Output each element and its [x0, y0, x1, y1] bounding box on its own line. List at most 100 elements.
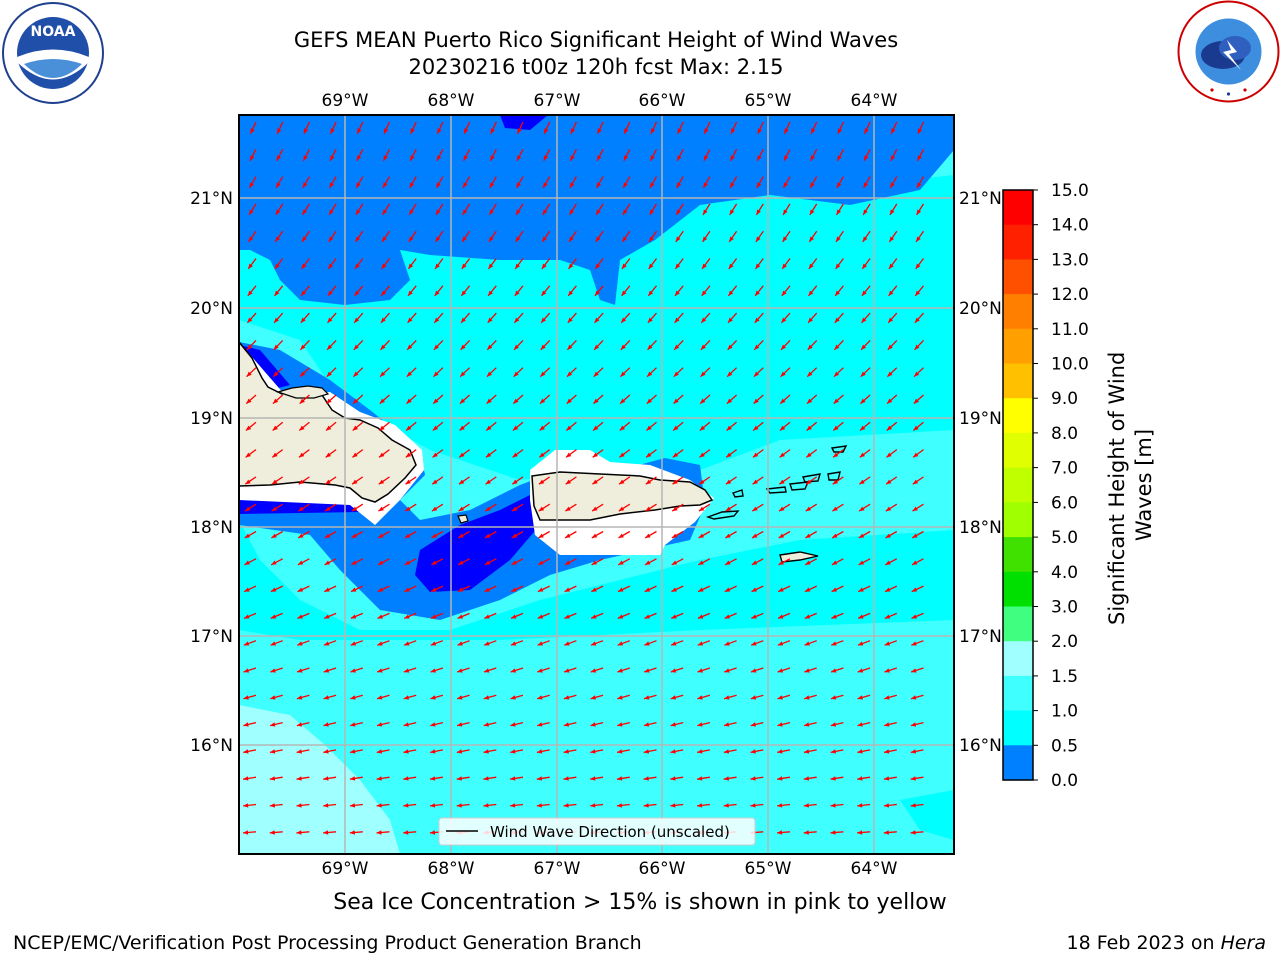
wave-direction-arrow [270, 694, 283, 700]
lon-label-bottom: 66°W [639, 859, 686, 879]
wave-direction-arrow [243, 776, 257, 781]
wave-direction-arrow [403, 830, 417, 835]
wave-direction-arrow [833, 339, 844, 351]
wave-direction-arrow [434, 285, 444, 297]
wave-direction-arrow [804, 558, 818, 566]
wave-direction-arrow [730, 148, 738, 162]
wave-direction-arrow [619, 394, 631, 405]
sea-ice-note: Sea Ice Concentration > 15% is shown in … [333, 890, 947, 915]
wave-direction-arrow [541, 258, 551, 270]
wave-direction-arrow [328, 230, 337, 243]
wave-direction-arrow [325, 394, 337, 405]
wave-direction-arrow [327, 258, 337, 270]
wave-direction-arrow [698, 558, 711, 566]
map-frame [238, 114, 955, 855]
wave-direction-arrow [513, 339, 524, 351]
wave-direction-arrow [537, 694, 550, 700]
wave-direction-arrow [777, 694, 791, 700]
wave-direction-arrow [269, 776, 283, 781]
wave-direction-arrow [379, 394, 390, 405]
colorbar-tick-label: 0.0 [1051, 771, 1078, 791]
lat-label-left: 19°N [190, 409, 233, 429]
wave-direction-arrow [324, 558, 337, 566]
wave-direction-arrow [591, 530, 604, 539]
wave-direction-arrow [300, 285, 310, 297]
wave-direction-arrow [543, 148, 551, 162]
wave-direction-arrow [513, 312, 524, 324]
wave-direction-arrow [595, 203, 604, 216]
wave-direction-arrow [378, 476, 390, 485]
wave-direction-arrow [487, 285, 497, 297]
lon-label-top: 68°W [428, 91, 475, 111]
wind-wave-direction-arrows [242, 121, 925, 835]
wave-direction-arrow [488, 203, 497, 216]
colorbar-tick-label: 1.0 [1051, 702, 1078, 722]
wave-direction-arrow [835, 203, 844, 216]
wave-direction-arrow [432, 421, 444, 432]
wave-direction-arrow [832, 449, 844, 458]
wave-direction-arrow [510, 694, 524, 700]
wave-direction-arrow [915, 258, 925, 270]
lat-label-right: 17°N [959, 627, 1002, 647]
wave-direction-arrow [352, 367, 364, 378]
wave-direction-arrow [380, 339, 390, 351]
mona-island [457, 514, 469, 524]
wave-direction-arrow [861, 285, 871, 297]
wave-direction-arrow [323, 830, 337, 835]
wave-direction-arrow [403, 721, 417, 727]
wave-direction-arrow [777, 585, 791, 593]
wave-direction-arrow [647, 285, 658, 297]
wave-direction-arrow [244, 558, 257, 566]
wave-direction-arrow [484, 585, 497, 593]
wave-direction-arrow [777, 667, 791, 673]
wave-direction-arrow [646, 367, 657, 378]
wave-direction-arrow [804, 694, 817, 700]
wave-direction-arrow [458, 503, 470, 512]
puerto-rico-landmass [531, 471, 714, 521]
wave-direction-arrow [483, 721, 497, 727]
wave-direction-arrow [672, 476, 684, 485]
wave-direction-arrow [697, 612, 711, 620]
wave-direction-arrow [403, 803, 417, 808]
wave-direction-arrow [730, 121, 738, 135]
wave-direction-arrow [537, 612, 550, 620]
wave-direction-arrow [456, 776, 470, 781]
lat-label-left: 16°N [190, 736, 233, 756]
wave-direction-arrow [832, 421, 844, 432]
wave-direction-arrow [409, 176, 417, 189]
wave-direction-arrow [910, 721, 924, 727]
wave-direction-arrow [725, 503, 737, 512]
wave-direction-arrow [699, 449, 711, 458]
colorbar-tick-label: 12.0 [1051, 285, 1089, 305]
wave-direction-arrow [727, 285, 738, 297]
wave-direction-arrow [489, 148, 497, 162]
wave-direction-arrow [323, 640, 337, 646]
wave-direction-arrow [806, 394, 818, 405]
wave-direction-arrow [777, 803, 791, 808]
wave-direction-arrow [565, 476, 577, 485]
wave-direction-arrow [830, 776, 844, 781]
wave-direction-arrow [463, 148, 471, 162]
wave-direction-arrow [511, 476, 524, 485]
wave-direction-arrow [836, 176, 844, 189]
wave-direction-arrow [858, 558, 871, 566]
wave-direction-arrow [725, 449, 737, 458]
wave-direction-arrow [298, 449, 310, 458]
wave-direction-arrow [884, 612, 898, 620]
wave-direction-arrow [511, 503, 524, 512]
wave-direction-arrow [461, 258, 471, 270]
wave-direction-arrow [483, 776, 497, 781]
wave-direction-arrow [301, 230, 310, 243]
wave-direction-arrow [888, 230, 898, 243]
wave-direction-arrow [910, 776, 924, 781]
wave-direction-arrow [405, 421, 417, 432]
lat-label-right: 18°N [959, 518, 1002, 538]
wave-direction-arrow [431, 530, 444, 539]
wave-direction-arrow [779, 449, 791, 458]
wave-direction-arrow [913, 394, 924, 405]
wave-direction-arrow [406, 367, 417, 378]
wave-direction-arrow [273, 285, 284, 297]
wave-direction-arrow [672, 421, 684, 432]
wave-direction-arrow [618, 476, 631, 485]
